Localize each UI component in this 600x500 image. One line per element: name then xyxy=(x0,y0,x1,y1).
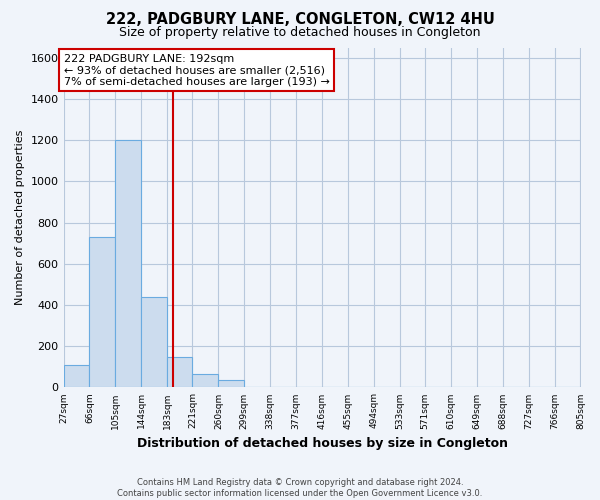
X-axis label: Distribution of detached houses by size in Congleton: Distribution of detached houses by size … xyxy=(137,437,508,450)
Bar xyxy=(115,140,141,388)
Bar xyxy=(167,356,193,388)
Bar xyxy=(64,365,89,388)
Bar xyxy=(89,237,115,388)
Text: Contains HM Land Registry data © Crown copyright and database right 2024.
Contai: Contains HM Land Registry data © Crown c… xyxy=(118,478,482,498)
Text: Size of property relative to detached houses in Congleton: Size of property relative to detached ho… xyxy=(119,26,481,39)
Text: 222 PADGBURY LANE: 192sqm
← 93% of detached houses are smaller (2,516)
7% of sem: 222 PADGBURY LANE: 192sqm ← 93% of detac… xyxy=(64,54,329,87)
Bar xyxy=(141,297,167,388)
Bar xyxy=(218,380,244,388)
Bar xyxy=(193,374,218,388)
Y-axis label: Number of detached properties: Number of detached properties xyxy=(15,130,25,305)
Text: 222, PADGBURY LANE, CONGLETON, CW12 4HU: 222, PADGBURY LANE, CONGLETON, CW12 4HU xyxy=(106,12,494,28)
